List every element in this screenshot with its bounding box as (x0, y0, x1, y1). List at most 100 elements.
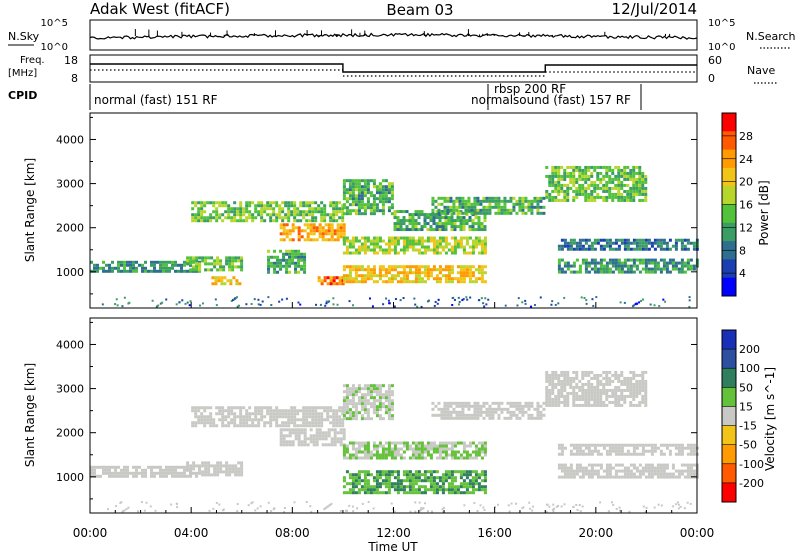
velocity-echo-cell (342, 479, 346, 483)
power-echo-cell (312, 226, 316, 230)
power-echo-cell (450, 280, 454, 284)
velocity-echo-cell (443, 407, 447, 411)
velocity-echo-band (342, 384, 394, 421)
power-echo-cell (653, 264, 657, 268)
velocity-echo-cell (231, 464, 235, 468)
velocity-echo-cell (366, 453, 370, 457)
velocity-echo-cell (150, 465, 153, 469)
velocity-echo-cell (228, 473, 232, 477)
power-echo-cell (659, 244, 663, 248)
power-echo-cell (611, 177, 615, 181)
power-echo-cell (396, 271, 400, 275)
power-echo-cell (441, 245, 445, 249)
velocity-echo-cell (372, 387, 376, 391)
power-echo-cell (480, 245, 484, 249)
power-echo-cell (432, 248, 436, 252)
power-echo-cell (429, 225, 433, 229)
velocity-echo-cell (375, 476, 379, 480)
power-echo-cell (438, 219, 442, 223)
velocity-echo-cell (378, 396, 382, 400)
velocity-echo-cell (200, 418, 204, 422)
power-echo-cell (560, 183, 564, 187)
power-echo-cell (326, 276, 330, 280)
velocity-clutter-point (677, 501, 680, 504)
velocity-echo-cell (399, 453, 403, 457)
power-echo-cell (429, 228, 433, 232)
velocity-echo-cell (200, 415, 204, 419)
velocity-echo-cell (465, 456, 469, 460)
power-echo-cell (452, 199, 456, 203)
velocity-echo-cell (351, 405, 355, 409)
velocity-echo-cell (399, 441, 403, 445)
power-echo-cell (351, 251, 355, 255)
velocity-echo-cell (560, 443, 564, 447)
power-echo-cell (638, 168, 642, 172)
velocity-colorbar-swatch (722, 444, 736, 465)
power-clutter-point (115, 298, 118, 301)
velocity-echo-cell (476, 401, 480, 405)
power-echo-cell (203, 210, 207, 214)
velocity-echo-cell (242, 406, 246, 410)
power-echo-cell (242, 207, 246, 211)
velocity-echo-cell (509, 401, 513, 405)
velocity-echo-cell (581, 443, 585, 447)
velocity-echo-cell (302, 421, 306, 425)
power-echo-cell (381, 268, 385, 272)
velocity-echo-cell (590, 469, 594, 473)
power-echo-cell (233, 210, 237, 214)
power-echo-cell (632, 195, 636, 199)
power-echo-cell (545, 174, 549, 178)
velocity-clutter-point (267, 501, 270, 504)
power-echo-cell (593, 165, 597, 169)
power-echo-band (342, 236, 487, 255)
power-echo-cell (479, 202, 483, 206)
velocity-echo-cell (288, 431, 292, 435)
velocity-echo-cell (632, 373, 636, 377)
velocity-echo-cell (614, 449, 618, 453)
velocity-echo-cell (234, 470, 238, 474)
power-echo-cell (360, 245, 364, 249)
power-echo-cell (320, 201, 324, 205)
velocity-echo-cell (584, 382, 588, 386)
velocity-echo-cell (363, 393, 367, 397)
power-echo-cell (470, 202, 474, 206)
power-clutter-point (640, 299, 643, 302)
power-echo-cell (214, 276, 218, 280)
power-echo-cell (360, 212, 364, 216)
velocity-echo-cell (360, 393, 364, 397)
velocity-echo-cell (312, 440, 316, 444)
power-echo-cell (465, 274, 469, 278)
power-echo-cell (402, 277, 406, 281)
velocity-echo-cell (153, 471, 156, 475)
velocity-echo-cell (605, 403, 609, 407)
velocity-echo-cell (453, 453, 457, 457)
power-echo-cell (614, 177, 618, 181)
velocity-echo-cell (351, 414, 355, 418)
velocity-echo-cell (351, 417, 355, 421)
velocity-clutter-point (137, 510, 140, 513)
velocity-echo-cell (363, 476, 367, 480)
velocity-echo-cell (692, 463, 696, 467)
velocity-echo-cell (357, 470, 361, 474)
velocity-echo-cell (288, 440, 292, 444)
velocity-echo-cell (363, 488, 367, 492)
power-echo-cell (360, 191, 364, 195)
velocity-echo-cell (608, 475, 612, 479)
velocity-echo-cell (566, 472, 570, 476)
velocity-echo-cell (608, 446, 612, 450)
power-echo-cell (438, 265, 442, 269)
velocity-clutter-point (236, 503, 239, 506)
velocity-echo-cell (602, 443, 606, 447)
velocity-echo-cell (218, 406, 222, 410)
velocity-echo-cell (381, 405, 385, 409)
velocity-echo-cell (659, 443, 663, 447)
power-echo-cell (235, 279, 239, 283)
velocity-echo-cell (587, 373, 591, 377)
velocity-echo-cell (575, 391, 579, 395)
power-echo-cell (599, 261, 603, 265)
velocity-echo-cell (393, 470, 397, 474)
power-echo-cell (396, 236, 400, 240)
power-echo-cell (632, 270, 636, 274)
power-echo-cell (602, 270, 606, 274)
velocity-echo-cell (491, 416, 495, 420)
